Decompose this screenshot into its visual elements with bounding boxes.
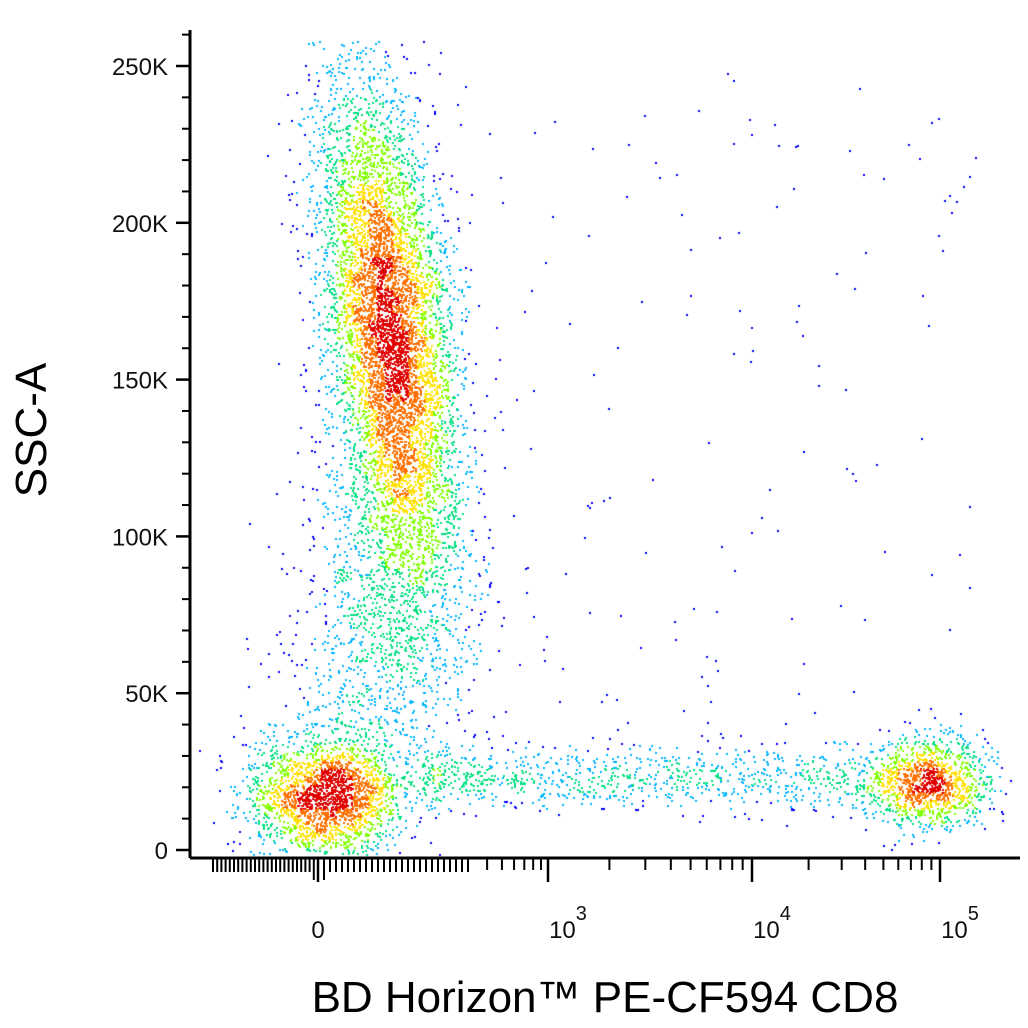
y-tick-label: 0 <box>155 838 168 865</box>
x-tick-label: 0 <box>311 917 324 944</box>
y-tick-label: 150K <box>112 368 168 395</box>
x-tick-label: 105 <box>941 903 979 944</box>
y-tick-label: 50K <box>125 681 168 708</box>
y-tick-label: 250K <box>112 54 168 81</box>
y-axis-title: SSC-A <box>7 362 56 497</box>
y-tick-label: 100K <box>112 524 168 551</box>
y-tick-label: 200K <box>112 211 168 238</box>
x-tick-label: 103 <box>549 903 587 944</box>
x-tick-labels: 0 103 104 105 <box>311 903 979 944</box>
x-axis-title: BD Horizon™ PE-CF594 CD8 <box>312 973 899 1022</box>
y-tick-labels: 0 50K 100K 150K 200K 250K <box>112 54 168 865</box>
x-tick-label: 104 <box>753 903 791 944</box>
